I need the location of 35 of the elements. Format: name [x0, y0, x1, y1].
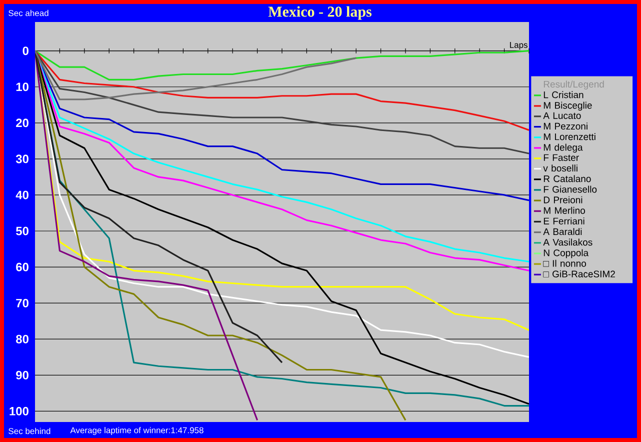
y-tick-label: 80 — [16, 334, 28, 344]
y-tick-label: 0 — [22, 46, 28, 56]
y-tick-label: 10 — [16, 82, 28, 92]
legend-label: E Ferriani — [544, 217, 584, 224]
legend-label: A Baraldi — [543, 228, 582, 236]
y-tick-label: 50 — [16, 226, 28, 236]
y-tick-label: 30 — [16, 154, 28, 164]
legend-label: F Gianesello — [544, 186, 597, 193]
legend-label: □ GiB-RaceSIM2 — [543, 270, 615, 278]
legend-label: M Bisceglie — [544, 102, 592, 111]
legend-label: M delega — [544, 144, 583, 153]
legend-label: M Pezzoni — [544, 122, 588, 130]
legend-label: M Merlino — [544, 206, 585, 214]
chart-title: Mexico - 20 laps — [268, 6, 372, 20]
legend-label: □ Il nonno — [543, 260, 586, 267]
legend-label: N Coppola — [544, 249, 589, 258]
y-tick-label: 90 — [16, 370, 28, 380]
legend-label: v boselli — [543, 164, 578, 172]
legend-label: L Cristian — [544, 91, 584, 98]
legend-label: M Lorenzetti — [544, 133, 596, 140]
legend-label: A Lucato — [543, 112, 581, 119]
x-axis-title: Laps — [510, 42, 528, 50]
text: Sec ahead — [8, 10, 48, 16]
legend-label: R Catalano — [544, 175, 591, 182]
y-tick-label: 20 — [16, 118, 28, 128]
text: Sec behind — [8, 428, 50, 434]
legend-label: F Faster — [544, 154, 579, 161]
y-tick-label: 100 — [10, 406, 28, 416]
y-tick-label: 70 — [16, 298, 28, 308]
legend-label: A Vasilakos — [543, 238, 592, 246]
y-tick-label: 60 — [16, 262, 28, 272]
legend-title: Result/Legend — [544, 80, 604, 90]
y-tick-label: 40 — [16, 190, 28, 200]
legend-label: D Preioni — [544, 196, 582, 204]
text: Average laptime of winner:1:47.958 — [70, 427, 204, 435]
